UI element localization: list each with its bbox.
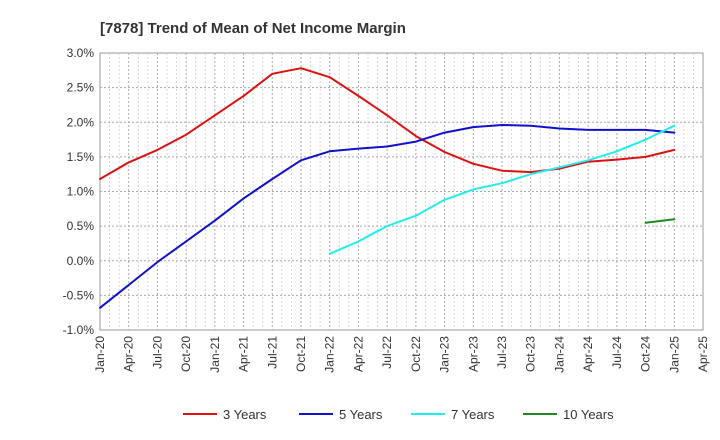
grid-lines [100, 53, 703, 330]
y-tick-label: 3.0% [67, 46, 95, 60]
x-tick-label: Apr-21 [237, 336, 251, 372]
x-tick-label: Jul-24 [610, 336, 624, 369]
x-tick-label: Jul-21 [265, 336, 279, 369]
x-tick-label: Jan-20 [93, 336, 107, 373]
y-tick-label: 1.0% [67, 185, 95, 199]
x-tick-label: Jan-22 [323, 336, 337, 373]
legend-label: 7 Years [451, 407, 495, 422]
x-tick-label: Jan-24 [552, 336, 566, 373]
y-tick-label: 0.5% [67, 219, 95, 233]
x-tick-label: Apr-23 [466, 336, 480, 372]
x-tick-label: Apr-22 [351, 336, 365, 372]
x-tick-label: Apr-25 [696, 336, 710, 372]
x-tick-label: Jul-20 [150, 336, 164, 369]
x-tick-label: Oct-24 [639, 336, 653, 372]
x-tick-label: Apr-24 [581, 336, 595, 372]
x-tick-label: Oct-20 [179, 336, 193, 372]
x-tick-label: Oct-21 [294, 336, 308, 372]
series-line-10-years [644, 218, 676, 224]
y-tick-label: -0.5% [63, 288, 95, 302]
series-lines [99, 67, 676, 309]
y-tick-label: 0.0% [67, 254, 95, 268]
y-tick-label: 2.0% [67, 115, 95, 129]
series-line-5-years [99, 124, 676, 309]
y-tick-label: 1.5% [67, 150, 95, 164]
legend-label: 10 Years [563, 407, 614, 422]
x-tick-label: Oct-22 [409, 336, 423, 372]
x-tick-label: Jan-21 [208, 336, 222, 373]
y-axis-ticks: 3.0% 2.5% 2.0% 1.5% 1.0% 0.5% 0.0% -0.5% -1.0% [63, 46, 95, 337]
y-tick-label: -1.0% [63, 323, 95, 337]
x-tick-label: Jan-25 [667, 336, 681, 373]
series-line-3-years [99, 67, 676, 180]
x-tick-label: Apr-20 [122, 336, 136, 372]
x-axis-ticks: Jan-20 Apr-20 Jul-20 Oct-20 Jan-21 Apr-21 Jul-… [93, 336, 710, 373]
x-tick-label: Jan-23 [438, 336, 452, 373]
x-tick-label: Oct-23 [524, 336, 538, 372]
legend: 3 Years 5 Years 7 Years 10 Years [183, 407, 614, 422]
chart-title: [7878] Trend of Mean of Net Income Margi… [100, 20, 406, 37]
legend-label: 5 Years [339, 407, 383, 422]
x-tick-label: Jul-23 [495, 336, 509, 369]
legend-label: 3 Years [223, 407, 267, 422]
series-line-7-years [328, 124, 676, 255]
x-tick-label: Jul-22 [380, 336, 394, 369]
y-tick-label: 2.5% [67, 81, 95, 95]
